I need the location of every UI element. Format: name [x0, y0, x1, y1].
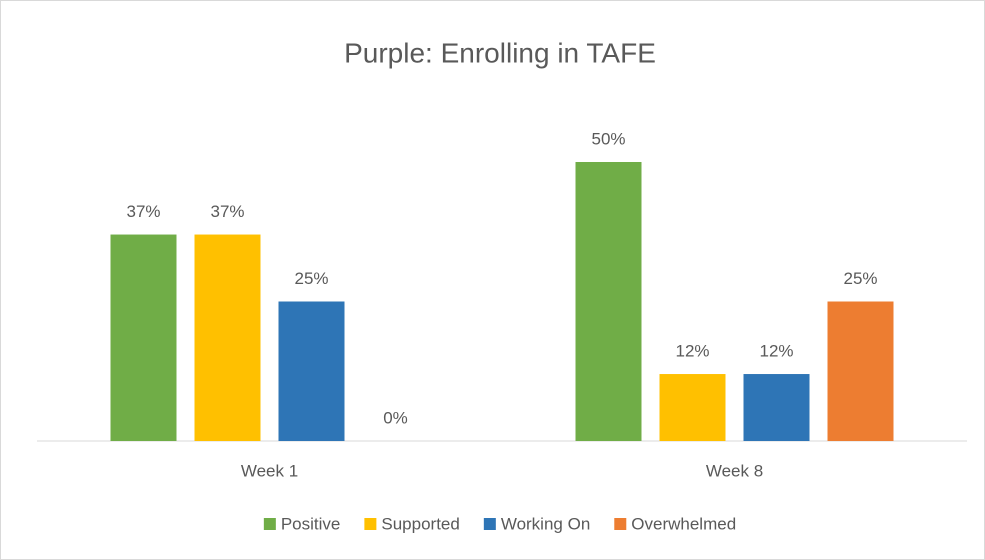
- chart-title: Purple: Enrolling in TAFE: [344, 37, 656, 68]
- bar: [278, 301, 345, 441]
- bar: [659, 374, 726, 441]
- data-label: 50%: [591, 129, 625, 148]
- data-label: 37%: [210, 202, 244, 221]
- bar: [743, 374, 810, 441]
- data-label: 12%: [675, 342, 709, 361]
- bar: [194, 234, 261, 441]
- data-label: 12%: [759, 342, 793, 361]
- legend-swatch: [364, 518, 377, 530]
- data-label: 37%: [126, 202, 160, 221]
- x-tick-label: Week 8: [706, 461, 763, 480]
- bar: [575, 162, 642, 441]
- bar: [110, 234, 177, 441]
- data-label: 25%: [294, 269, 328, 288]
- legend-label: Supported: [381, 514, 459, 533]
- legend-swatch: [483, 518, 496, 530]
- legend-label: Positive: [281, 514, 341, 533]
- legend-swatch: [614, 518, 627, 530]
- legend-label: Overwhelmed: [631, 514, 736, 533]
- x-tick-label: Week 1: [241, 461, 298, 480]
- legend-swatch: [263, 518, 276, 530]
- data-label: 25%: [843, 269, 877, 288]
- data-label: 0%: [383, 408, 408, 427]
- legend-label: Working On: [501, 514, 590, 533]
- bar: [827, 301, 894, 441]
